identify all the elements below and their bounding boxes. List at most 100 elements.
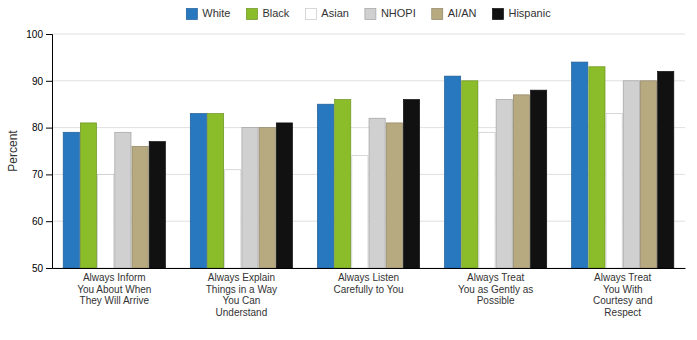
legend-swatch bbox=[492, 9, 503, 20]
y-tick: 100 bbox=[26, 29, 52, 40]
bar bbox=[462, 81, 478, 268]
x-tick-label: Always TreatYou WithCourtesy andRespect bbox=[593, 272, 652, 318]
bar-series bbox=[63, 62, 588, 268]
bar bbox=[589, 67, 605, 268]
y-tick-label: 50 bbox=[32, 263, 44, 274]
y-tick-label: 60 bbox=[32, 216, 44, 227]
legend-label: Hispanic bbox=[508, 7, 551, 19]
x-tick-label-line: Always Inform bbox=[83, 272, 146, 283]
x-tick-label-line: You Can bbox=[222, 295, 260, 306]
y-tick-mark bbox=[46, 34, 52, 35]
legend-swatch bbox=[365, 9, 376, 20]
x-tick-label: Always ListenCarefully to You bbox=[333, 272, 403, 295]
bar bbox=[149, 142, 165, 268]
bar-series bbox=[115, 81, 640, 268]
bar bbox=[403, 100, 419, 268]
bar bbox=[386, 123, 402, 268]
x-tick-label-line: Possible bbox=[477, 295, 515, 306]
legend-swatch bbox=[186, 9, 197, 20]
x-tick-label-line: Things in a Way bbox=[206, 284, 277, 295]
y-tick: 50 bbox=[32, 263, 52, 274]
bar bbox=[513, 95, 529, 268]
bar bbox=[352, 156, 368, 268]
y-tick-label: 90 bbox=[32, 76, 44, 87]
x-tick-label: Always TreatYou as Gently asPossible bbox=[458, 272, 533, 306]
bar bbox=[658, 71, 674, 268]
bar bbox=[132, 146, 148, 268]
bar bbox=[276, 123, 292, 268]
x-tick-label-line: You About When bbox=[77, 284, 151, 295]
plot: 50 60 70 80 90 100 Always InformYou About When… bbox=[26, 29, 685, 318]
bar bbox=[317, 104, 333, 268]
bar bbox=[496, 100, 512, 268]
bar bbox=[531, 90, 547, 268]
legend-swatch bbox=[305, 9, 316, 20]
bar bbox=[115, 132, 131, 268]
y-tick-mark bbox=[46, 221, 52, 222]
x-tick-label-line: Always Explain bbox=[208, 272, 275, 283]
x-tick: Always ExplainThings in a WayYou CanUnde… bbox=[206, 272, 277, 318]
bar bbox=[479, 132, 495, 268]
legend-item: Black bbox=[246, 7, 289, 20]
grid bbox=[52, 34, 685, 268]
y-tick-label: 80 bbox=[32, 122, 44, 133]
y-tick-mark bbox=[46, 174, 52, 175]
bar bbox=[606, 114, 622, 268]
bar bbox=[335, 100, 351, 268]
bar bbox=[259, 128, 275, 268]
x-tick: Always InformYou About WhenThey Will Arr… bbox=[77, 272, 151, 306]
legend-label: White bbox=[202, 7, 230, 19]
legend-item: NHOPI bbox=[365, 7, 416, 20]
x-tick: Always ListenCarefully to You bbox=[333, 272, 403, 295]
bar bbox=[242, 128, 258, 268]
bar bbox=[623, 81, 639, 268]
bar bbox=[208, 114, 224, 268]
x-tick-label-line: Always Treat bbox=[467, 272, 524, 283]
bar-series bbox=[80, 67, 605, 268]
y-tick-mark bbox=[46, 81, 52, 82]
y-tick: 70 bbox=[32, 169, 52, 180]
bar bbox=[80, 123, 96, 268]
y-axis-line bbox=[46, 35, 53, 269]
y-tick-label: 70 bbox=[32, 169, 44, 180]
bar-series bbox=[132, 81, 657, 268]
x-tick-label-line: Always Listen bbox=[338, 272, 399, 283]
y-tick-label: 100 bbox=[26, 29, 43, 40]
x-tick: Always TreatYou WithCourtesy andRespect bbox=[593, 272, 652, 318]
x-tick-label: Always InformYou About WhenThey Will Arr… bbox=[77, 272, 151, 306]
x-tick-label-line: They Will Arrive bbox=[80, 295, 150, 306]
y-tick: 90 bbox=[32, 76, 52, 87]
y-tick-mark bbox=[46, 128, 52, 129]
y-tick-mark bbox=[46, 268, 52, 269]
x-tick-label-line: Respect bbox=[604, 307, 641, 318]
legend-item: Hispanic bbox=[492, 7, 551, 20]
bar-series bbox=[149, 71, 674, 268]
legend-item: Asian bbox=[305, 7, 349, 20]
legend-item: AI/AN bbox=[432, 7, 477, 20]
x-tick-label-line: You as Gently as bbox=[458, 284, 533, 295]
legend-swatch bbox=[432, 9, 443, 20]
x-tick-label-line: You With bbox=[603, 284, 643, 295]
bar bbox=[369, 118, 385, 268]
x-tick-label-line: Always Treat bbox=[594, 272, 651, 283]
legend-label: NHOPI bbox=[381, 7, 416, 19]
legend-label: Black bbox=[262, 7, 289, 19]
legend-item: White bbox=[186, 7, 230, 20]
bar bbox=[190, 114, 206, 268]
x-axis: Always InformYou About WhenThey Will Arr… bbox=[53, 269, 686, 318]
bar bbox=[445, 76, 461, 268]
x-tick-label: Always ExplainThings in a WayYou CanUnde… bbox=[206, 272, 277, 318]
legend-label: Asian bbox=[321, 7, 349, 19]
y-tick: 80 bbox=[32, 122, 52, 133]
legend: White Black Asian NHOPI AI/AN Hispanic bbox=[186, 7, 551, 20]
bar bbox=[640, 81, 656, 268]
bar bbox=[225, 170, 241, 268]
x-tick-label-line: Courtesy and bbox=[593, 295, 652, 306]
x-tick-label-line: Understand bbox=[216, 307, 268, 318]
x-axis-line bbox=[53, 268, 686, 269]
bar bbox=[98, 174, 114, 268]
y-axis-title: Percent bbox=[6, 130, 20, 172]
bar bbox=[63, 132, 79, 268]
legend-label: AI/AN bbox=[448, 7, 477, 19]
y-axis: 50 60 70 80 90 100 bbox=[26, 29, 52, 274]
